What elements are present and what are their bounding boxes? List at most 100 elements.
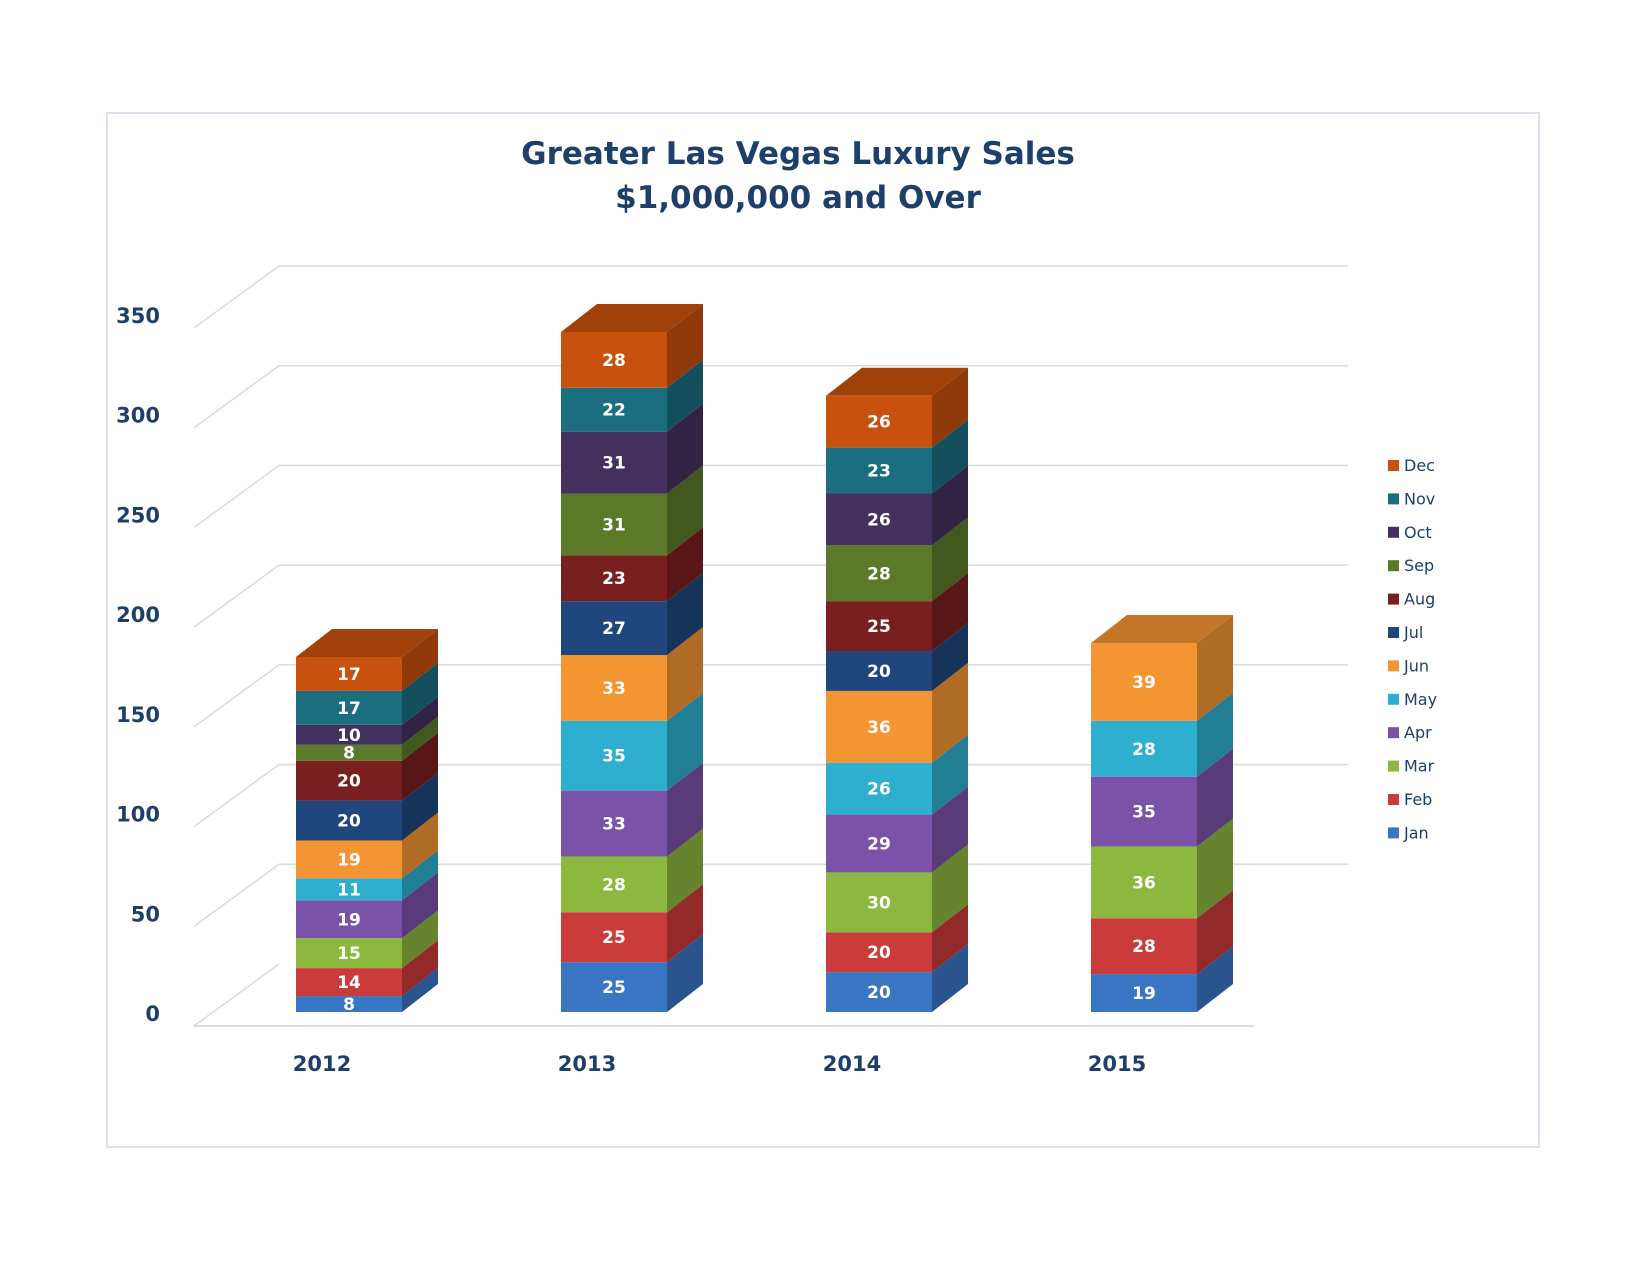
data-label-2012-sep: 8 — [343, 744, 355, 764]
data-label-2014-jul: 20 — [867, 662, 891, 682]
legend-swatch — [1388, 794, 1399, 805]
bar-side-2012-sep — [402, 716, 438, 761]
bar-segment-2013-may — [561, 720, 667, 791]
y-tick-label: 100 — [116, 803, 160, 827]
grid-layer — [193, 265, 1348, 1027]
bar-side-2013-jun — [667, 627, 703, 721]
bar-segment-2015-may — [1091, 720, 1197, 777]
data-label-2013-feb: 25 — [602, 928, 626, 948]
data-label-2012-jul: 20 — [337, 812, 361, 832]
bar-segment-2012-feb — [296, 968, 402, 997]
bar-side-2013-mar — [667, 828, 703, 913]
y-tick-label: 50 — [131, 902, 160, 926]
legend-label: Aug — [1404, 590, 1435, 609]
legend-label: Oct — [1404, 523, 1432, 542]
bar-side-2014-jul — [932, 623, 968, 691]
bar-side-2012-jan — [402, 968, 438, 1012]
legend-item-dec: Dec — [1388, 456, 1435, 475]
bar-side-2012-apr — [402, 872, 438, 939]
gridline-diagonal — [193, 265, 280, 329]
bar-segment-2013-sep — [561, 493, 667, 556]
bar-segment-2013-jun — [561, 655, 667, 721]
data-label-2012-nov: 17 — [337, 699, 361, 719]
bar-segment-2012-dec — [296, 657, 402, 691]
bar-side-2013-apr — [667, 762, 703, 857]
bar-side-2014-nov — [932, 419, 968, 494]
data-label-2015-jan: 19 — [1132, 984, 1156, 1004]
data-label-2012-jan: 8 — [343, 995, 355, 1015]
bar-side-2012-aug — [402, 732, 438, 801]
legend-item-jan: Jan — [1388, 823, 1429, 842]
bar-side-2014-mar — [932, 844, 968, 933]
legend: Dec Nov Oct Sep Aug Jul Jun May Apr Mar Feb Jan — [1388, 456, 1437, 842]
data-label-2014-apr: 29 — [867, 834, 891, 854]
legend-item-feb: Feb — [1388, 790, 1432, 809]
bar-segment-2014-mar — [826, 872, 932, 933]
bar-segment-2013-oct — [561, 431, 667, 494]
data-label-2012-dec: 17 — [337, 665, 361, 685]
bar-segment-2014-nov — [826, 447, 932, 494]
bar-segment-2014-jun — [826, 690, 932, 763]
legend-item-may: May — [1388, 690, 1437, 709]
y-tick-label: 350 — [116, 304, 160, 328]
legend-label: Jun — [1403, 656, 1429, 675]
data-label-2013-nov: 22 — [602, 401, 626, 421]
data-label-2013-jun: 33 — [602, 679, 626, 699]
gridline-diagonal — [193, 365, 280, 429]
data-label-2015-jun: 39 — [1132, 673, 1156, 693]
y-tick-label: 300 — [116, 404, 160, 428]
bar-side-2013-aug — [667, 527, 703, 602]
bar-segment-2013-jan — [561, 962, 667, 1012]
bar-segment-2015-jun — [1091, 643, 1197, 721]
bar-segment-2012-apr — [296, 900, 402, 939]
y-tick-label: 200 — [116, 603, 160, 627]
bar-side-2015-jun — [1197, 615, 1233, 721]
data-label-2015-mar: 36 — [1132, 873, 1156, 893]
legend-item-aug: Aug — [1388, 590, 1435, 609]
y-tick-label: 0 — [145, 1002, 160, 1026]
legend-swatch — [1388, 560, 1399, 572]
legend-item-jun: Jun — [1388, 656, 1429, 675]
legend-swatch — [1388, 727, 1399, 739]
data-label-2013-apr: 33 — [602, 815, 626, 835]
bar-segment-2014-jan — [826, 972, 932, 1012]
bar-side-2014-dec — [932, 367, 968, 448]
bar-side-2015-apr — [1197, 748, 1233, 847]
data-label-2012-mar: 15 — [337, 944, 361, 964]
data-label-2014-sep: 28 — [867, 564, 891, 584]
data-label-2015-apr: 35 — [1132, 803, 1156, 823]
bar-side-2012-mar — [402, 910, 438, 969]
bar-segment-2012-jun — [296, 840, 402, 879]
gridline-diagonal — [193, 664, 280, 728]
bar-segment-2012-may — [296, 878, 402, 901]
bar-segment-2012-jan — [296, 996, 402, 1012]
bar-side-2013-may — [667, 692, 703, 791]
data-label-2014-nov: 23 — [867, 462, 891, 482]
bar-side-2014-apr — [932, 786, 968, 873]
bar-segment-2013-nov — [561, 387, 667, 432]
gridline-diagonal — [193, 863, 280, 927]
bar-segment-2014-oct — [826, 493, 932, 546]
legend-item-mar: Mar — [1388, 757, 1435, 776]
bar-side-2014-feb — [932, 904, 968, 973]
legend-label: Mar — [1404, 757, 1435, 776]
bar-segment-2014-dec — [826, 395, 932, 448]
bar-2013: 25 25 28 33 35 33 27 23 31 31 22 28 — [561, 303, 703, 1012]
gridline-diagonal — [193, 763, 280, 828]
legend-swatch — [1388, 593, 1399, 605]
data-label-2014-oct: 26 — [867, 510, 891, 530]
data-label-2013-may: 35 — [602, 747, 626, 767]
bar-segment-2012-mar — [296, 938, 402, 969]
bar-side-2012-jun — [402, 812, 438, 879]
bar-segment-2014-aug — [826, 601, 932, 652]
bar-side-2015-jan — [1197, 946, 1233, 1012]
bar-2015: 19 28 36 35 28 39 — [1091, 615, 1233, 1012]
bar-segment-2012-oct — [296, 724, 402, 745]
bars-layer: 8141519111920208101717252528333533272331… — [296, 303, 1233, 1015]
bar-segment-2014-may — [826, 762, 932, 815]
bar-segment-2013-dec — [561, 331, 667, 388]
bar-side-2013-jul — [667, 573, 703, 656]
bar-side-2014-sep — [932, 517, 968, 602]
gridline-diagonal — [193, 464, 280, 529]
bar-side-2012-dec — [402, 629, 438, 691]
